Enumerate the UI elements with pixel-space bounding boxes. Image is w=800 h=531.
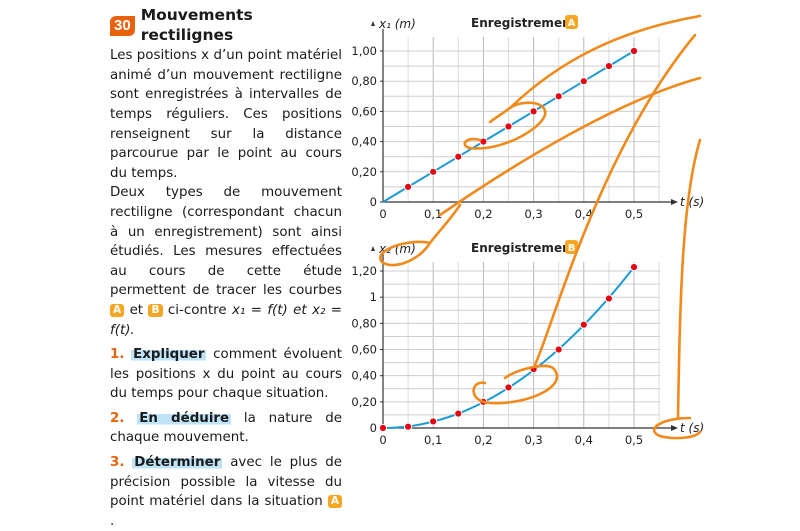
- x-tick-label: 0: [379, 207, 386, 221]
- y-tick-label: 0,80: [351, 316, 377, 330]
- data-point: [629, 46, 639, 56]
- data-point: [378, 423, 388, 433]
- annotation-curve-3: [533, 33, 697, 367]
- y-tick-label: 0,80: [351, 74, 377, 88]
- chart-b: 0 0,1 0,2 0,3 0,4 0,5 0 0,20 0,40 0,60 0,80 1 1,20x₂…: [351, 240, 704, 447]
- handwritten-annotations: [379, 14, 702, 440]
- x-tick-label: 0,3: [524, 207, 542, 221]
- data-point: [504, 122, 513, 131]
- exercise-header: 30 Mouvements rectilignes: [110, 6, 342, 45]
- y-tick-label: 1: [370, 290, 377, 304]
- data-point: [454, 409, 463, 418]
- tag-a: A: [327, 495, 342, 509]
- x-tick-label: 0,5: [625, 433, 643, 447]
- charts-canvas: 0 0,1 0,2 0,3 0,4 0,500,200,400,600,801,00x₁ …: [351, 14, 704, 447]
- question-verb: Déterminer: [132, 455, 223, 471]
- data-point: [579, 320, 588, 329]
- data-point: [454, 152, 463, 161]
- chart-tag-label: A: [568, 18, 576, 29]
- intro-paragraph-2: Deux types de mouvement rectiligne (corr…: [110, 185, 342, 338]
- exercise-number: 30: [110, 15, 135, 36]
- data-point: [629, 263, 639, 272]
- data-point: [404, 182, 413, 191]
- chart-tag-badge: [565, 15, 578, 29]
- annotation-ellipse-a: [463, 101, 547, 150]
- question-2: 2. En déduire la nature de chaque mouvem…: [110, 410, 342, 446]
- y-tick-label: 0,40: [351, 369, 377, 383]
- question-1: 1. Expliquer comment évoluent les positi…: [110, 347, 343, 402]
- data-point: [579, 77, 588, 86]
- y-tick-label: 0,60: [351, 343, 377, 357]
- annotation-ellipse-b: [472, 364, 559, 405]
- x-tick-label: 0: [379, 433, 386, 447]
- x-axis-arrow-icon: [671, 425, 678, 431]
- x-axis-label: t (s): [680, 195, 704, 209]
- x-tick-label: 0,1: [424, 433, 442, 447]
- chart-tag-badge: [565, 240, 578, 254]
- y-axis-label: x₂ (m): [378, 242, 416, 256]
- y-tick-label: 0,40: [351, 135, 377, 149]
- y-tick-label: 0,20: [351, 165, 377, 179]
- x-tick-label: 0,3: [524, 433, 542, 447]
- data-point: [529, 107, 538, 116]
- tag-a: A: [110, 303, 125, 317]
- annotation-ellipse-x2: [379, 240, 432, 267]
- y-tick-label: 1,20: [351, 264, 377, 278]
- annotation-curve-1: [508, 14, 702, 110]
- data-point: [429, 417, 438, 426]
- y-axis-label: x₁ (m): [378, 17, 416, 31]
- annotation-line-2: [438, 76, 702, 217]
- chart-title: Enregistrement: [471, 16, 577, 30]
- tag-b: B: [148, 303, 163, 317]
- question-3: 3. Déterminer avec le plus de précision …: [110, 455, 342, 529]
- chart-title: Enregistrement: [471, 241, 577, 255]
- data-point: [554, 345, 563, 354]
- data-point: [404, 422, 413, 431]
- y-tick-label: 0: [370, 195, 377, 209]
- y-tick-label: 0: [370, 421, 377, 435]
- annotation-right-curve: [676, 138, 702, 420]
- y-tick-label: 0,60: [351, 104, 377, 118]
- x-tick-label: 0,2: [474, 207, 492, 221]
- data-point: [504, 383, 513, 392]
- chart-a: 0 0,1 0,2 0,3 0,4 0,5 0 0,20 0,40 0,60 0,80 1,00x₁ …: [351, 15, 704, 221]
- x-axis-arrow-icon: [671, 199, 678, 205]
- annotation-link-x2: [428, 203, 462, 245]
- x-tick-label: 0,5: [625, 207, 643, 221]
- x-tick-label: 0,4: [575, 207, 593, 221]
- data-point: [429, 167, 438, 176]
- formula: x₁ = f(t) et x₂ = f(t).: [110, 302, 342, 338]
- x-tick-label: 0,4: [575, 433, 593, 447]
- annotation-ellipse-t: [652, 416, 702, 440]
- y-tick-label: 0,20: [351, 395, 377, 409]
- x-tick-label: 0,2: [474, 433, 492, 447]
- data-point: [554, 92, 563, 101]
- question-verb: Expliquer: [131, 347, 207, 363]
- intro-paragraph-1: Les positions x d’un point matériel anim…: [110, 48, 342, 181]
- x-tick-label: 0,1: [424, 207, 442, 221]
- y-axis-arrow-icon: [371, 21, 375, 26]
- y-tick-label: 1,00: [351, 44, 377, 58]
- data-point: [479, 137, 488, 146]
- chart-tag-label: B: [568, 243, 576, 254]
- y-axis-arrow-icon: [371, 246, 375, 251]
- question-verb: En déduire: [137, 410, 232, 426]
- data-point: [604, 62, 614, 71]
- x-axis-label: t (s): [680, 421, 704, 435]
- data-point: [604, 294, 614, 303]
- exercise-title: Mouvements rectilignes: [140, 6, 253, 44]
